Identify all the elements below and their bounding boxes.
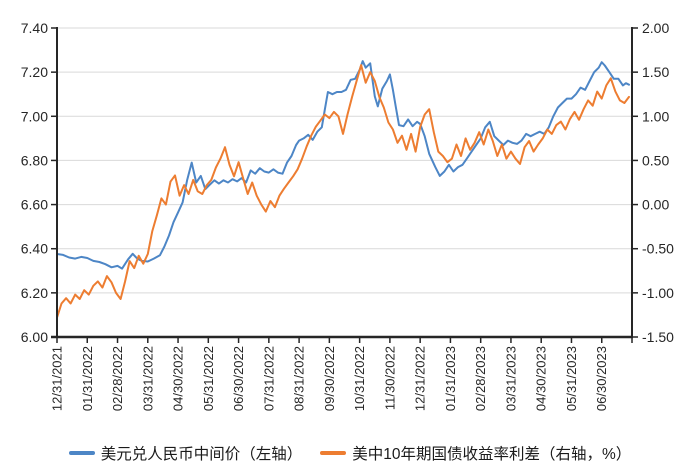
right-axis-tick-label: 2.00 xyxy=(642,20,669,36)
x-axis-tick-label: 01/31/2023 xyxy=(443,346,458,411)
series-yield-spread-line xyxy=(56,64,630,319)
left-axis-tick-label: 6.00 xyxy=(21,329,48,345)
x-axis-tick-label: 03/31/2022 xyxy=(140,346,155,411)
right-axis-tick-label: 0.00 xyxy=(642,197,669,213)
x-axis-tick-label: 09/30/2022 xyxy=(322,346,337,411)
x-axis-tick-label: 01/31/2022 xyxy=(80,346,95,411)
chart-legend: 美元兑人民币中间价（左轴） 美中10年期国债收益率利差（右轴，%） xyxy=(0,441,700,465)
left-axis-tick-label: 6.20 xyxy=(21,285,48,301)
legend-item-usdcny-parity: 美元兑人民币中间价（左轴） xyxy=(68,442,303,464)
right-axis-tick-label: -0.50 xyxy=(642,241,674,257)
left-axis-tick-label: 6.80 xyxy=(21,152,48,168)
right-axis-tick-label: 1.00 xyxy=(642,108,669,124)
legend-line-swatch-blue xyxy=(68,451,95,455)
x-axis-tick-label: 04/30/2023 xyxy=(534,346,549,411)
x-axis-tick-label: 06/30/2023 xyxy=(594,346,609,411)
x-axis-tick-label: 06/30/2022 xyxy=(231,346,246,411)
left-axis-tick-label: 6.40 xyxy=(21,241,48,257)
series-lines xyxy=(56,60,630,319)
right-axis-tick-label: 0.50 xyxy=(642,152,669,168)
right-axis-tick-label: 1.50 xyxy=(642,64,669,80)
axis-labels: 7.40 7.20 7.00 6.80 6.60 6.40 6.20 6.00 2.00 1.50… xyxy=(21,20,674,411)
x-axis-tick-label: 08/31/2022 xyxy=(292,346,307,411)
right-axis-tick-label: -1.00 xyxy=(642,285,674,301)
series-usdcny-parity-line xyxy=(56,60,630,270)
x-axis-tick-label: 12/31/2022 xyxy=(413,346,428,411)
x-axis-tick-label: 05/31/2022 xyxy=(201,346,216,411)
right-axis-tick-label: -1.50 xyxy=(642,329,674,345)
left-axis-tick-label: 6.60 xyxy=(21,197,48,213)
left-axis-tick-label: 7.00 xyxy=(21,108,48,124)
x-axis-tick-label: 02/28/2022 xyxy=(110,346,125,411)
x-axis-tick-label: 07/31/2022 xyxy=(261,346,276,411)
x-axis-tick-label: 05/31/2023 xyxy=(564,346,579,411)
left-axis-tick-label: 7.40 xyxy=(21,20,48,36)
gridlines xyxy=(57,27,632,294)
legend-item-yield-spread: 美中10年期国债收益率利差（右轴，%） xyxy=(320,442,631,464)
x-axis-tick-label: 12/31/2021 xyxy=(50,346,65,411)
legend-label-yield-spread: 美中10年期国债收益率利差（右轴，%） xyxy=(352,446,632,463)
legend-line-swatch-orange xyxy=(320,451,347,455)
x-axis-tick-label: 11/30/2022 xyxy=(382,346,397,410)
axes xyxy=(51,27,638,343)
left-axis-tick-label: 7.20 xyxy=(21,64,48,80)
x-axis-tick-label: 02/28/2023 xyxy=(473,346,488,411)
x-axis-tick-label: 04/30/2022 xyxy=(171,346,186,411)
x-axis-tick-label: 10/31/2022 xyxy=(352,346,367,411)
dual-axis-line-chart: 7.40 7.20 7.00 6.80 6.60 6.40 6.20 6.00 2.00 1.50… xyxy=(21,20,674,411)
legend-label-usdcny-parity: 美元兑人民币中间价（左轴） xyxy=(100,446,303,463)
x-axis-tick-label: 03/31/2023 xyxy=(503,346,518,411)
